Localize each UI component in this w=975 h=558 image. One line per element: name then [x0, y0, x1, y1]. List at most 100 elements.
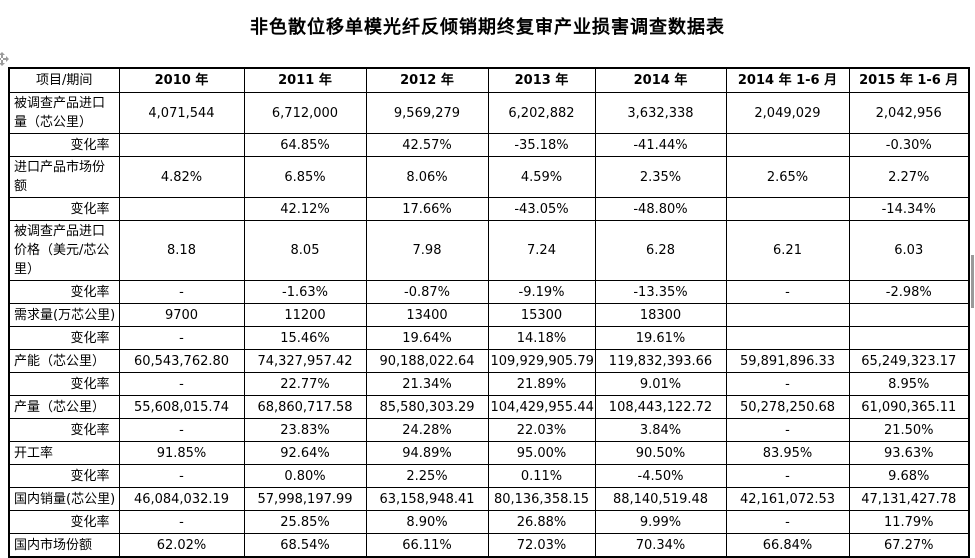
row-label-metric: 进口产品市场份额 — [8, 156, 120, 198]
data-cell: 4,071,544 — [118, 92, 245, 134]
data-cell: 18300 — [594, 303, 727, 327]
data-cell: - — [725, 280, 850, 304]
data-cell: 9.99% — [594, 510, 727, 534]
row-label-change-rate: 变化率 — [8, 326, 120, 350]
data-cell: 11200 — [243, 303, 367, 327]
data-cell: - — [725, 372, 850, 396]
data-cell: - — [118, 510, 245, 534]
data-cell: 91.85% — [118, 441, 245, 465]
data-cell: 109,929,905.79 — [487, 349, 596, 373]
injury-investigation-data-table: 项目/期间 2010 年 2011 年 2012 年 2013 年 2014 年 2014 … — [8, 67, 970, 558]
data-cell: 94.89% — [365, 441, 489, 465]
data-cell: 92.64% — [243, 441, 367, 465]
table-row: 开工率 91.85% 92.64% 94.89% 95.00% 90.50% 83.95% 9… — [8, 441, 970, 465]
data-cell: 22.03% — [487, 418, 596, 442]
table-move-handle-icon[interactable] — [0, 52, 9, 66]
data-cell: 0.11% — [487, 464, 596, 488]
column-header-item-period: 项目/期间 — [8, 67, 120, 93]
data-cell: 8.90% — [365, 510, 489, 534]
data-cell: - — [725, 464, 850, 488]
data-cell: 9.01% — [594, 372, 727, 396]
data-cell: 2.27% — [848, 156, 970, 198]
data-cell: 68.54% — [243, 533, 367, 558]
table-row: 变化率 -25.85% 8.90% 26.88% 9.99% -11.79% — [8, 510, 970, 534]
row-label-metric: 国内市场份额 — [8, 533, 120, 558]
data-cell: 68,860,717.58 — [243, 395, 367, 419]
data-cell: 13400 — [365, 303, 489, 327]
data-cell: 2.25% — [365, 464, 489, 488]
data-cell: -0.30% — [848, 133, 970, 157]
data-cell: - — [118, 326, 245, 350]
data-cell: 42.12% — [243, 197, 367, 221]
data-cell: 83.95% — [725, 441, 850, 465]
data-cell: 19.61% — [594, 326, 727, 350]
data-cell: 15.46% — [243, 326, 367, 350]
column-header-year: 2013 年 — [487, 67, 596, 93]
data-cell: - — [118, 280, 245, 304]
data-cell: 88,140,519.48 — [594, 487, 727, 511]
column-header-year: 2012 年 — [365, 67, 489, 93]
row-label-change-rate: 变化率 — [8, 418, 120, 442]
data-cell: 90,188,022.64 — [365, 349, 489, 373]
data-cell: 93.63% — [848, 441, 970, 465]
data-cell: 57,998,197.99 — [243, 487, 367, 511]
table-row: 产能（芯公里） 60,543,762.80 74,327,957.42 90,188,… — [8, 349, 970, 373]
data-cell: -4.50% — [594, 464, 727, 488]
row-label-metric: 开工率 — [8, 441, 120, 465]
data-cell: 6,202,882 — [487, 92, 596, 134]
row-label-change-rate: 变化率 — [8, 280, 120, 304]
data-cell: 108,443,122.72 — [594, 395, 727, 419]
column-header-year: 2011 年 — [243, 67, 367, 93]
row-label-metric: 需求量(万芯公里) — [8, 303, 120, 327]
data-cell: -43.05% — [487, 197, 596, 221]
data-cell: - — [725, 418, 850, 442]
table-row: 国内销量(芯公里) 46,084,032.19 57,998,197.99 63,15… — [8, 487, 970, 511]
data-cell: 74,327,957.42 — [243, 349, 367, 373]
data-cell — [725, 326, 850, 350]
data-cell: -13.35% — [594, 280, 727, 304]
data-cell — [725, 197, 850, 221]
data-cell: 66.11% — [365, 533, 489, 558]
data-cell — [725, 303, 850, 327]
data-cell: 66.84% — [725, 533, 850, 558]
data-cell: 55,608,015.74 — [118, 395, 245, 419]
data-cell: 24.28% — [365, 418, 489, 442]
data-cell: 8.18 — [118, 220, 245, 281]
table-row: 被调查产品进口量（芯公里） 4,071,544 6,712,000 9,569,279… — [8, 92, 970, 134]
data-cell: 50,278,250.68 — [725, 395, 850, 419]
data-cell: 61,090,365.11 — [848, 395, 970, 419]
data-cell: -2.98% — [848, 280, 970, 304]
data-cell: 60,543,762.80 — [118, 349, 245, 373]
data-cell: 2,042,956 — [848, 92, 970, 134]
data-cell: 70.34% — [594, 533, 727, 558]
data-cell: 6.03 — [848, 220, 970, 281]
data-cell: 59,891,896.33 — [725, 349, 850, 373]
table-row: 变化率 42.12% 17.66% -43.05% -48.80% -14.34% — [8, 197, 970, 221]
data-cell: 90.50% — [594, 441, 727, 465]
row-label-change-rate: 变化率 — [8, 372, 120, 396]
data-cell: 65,249,323.17 — [848, 349, 970, 373]
data-cell: 6,712,000 — [243, 92, 367, 134]
scrollbar-thumb[interactable] — [971, 255, 974, 308]
data-cell: 15300 — [487, 303, 596, 327]
data-cell: -41.44% — [594, 133, 727, 157]
data-cell: 46,084,032.19 — [118, 487, 245, 511]
data-cell: - — [118, 418, 245, 442]
data-cell: 23.83% — [243, 418, 367, 442]
table-row: 变化率 -23.83% 24.28% 22.03% 3.84% -21.50% — [8, 418, 970, 442]
data-cell: -14.34% — [848, 197, 970, 221]
data-cell: 4.82% — [118, 156, 245, 198]
table-row: 需求量(万芯公里) 9700 11200 13400 15300 18300 — [8, 303, 970, 327]
data-cell: 9700 — [118, 303, 245, 327]
data-cell — [848, 303, 970, 327]
data-cell: 8.06% — [365, 156, 489, 198]
data-cell: 85,580,303.29 — [365, 395, 489, 419]
table-body: 被调查产品进口量（芯公里） 4,071,544 6,712,000 9,569,279… — [8, 92, 970, 558]
table-row: 变化率 - -1.63% -0.87% -9.19% -13.35% - -2.98% — [8, 280, 970, 304]
row-label-change-rate: 变化率 — [8, 464, 120, 488]
table-row: 国内市场份额 62.02% 68.54% 66.11% 72.03% 70.34% 66.8… — [8, 533, 970, 558]
table-row: 变化率 -15.46% 19.64% 14.18% 19.61% — [8, 326, 970, 350]
column-header-year: 2014 年 — [594, 67, 727, 93]
data-cell: 2.35% — [594, 156, 727, 198]
table-row: 变化率 -0.80% 2.25% 0.11% -4.50% -9.68% — [8, 464, 970, 488]
